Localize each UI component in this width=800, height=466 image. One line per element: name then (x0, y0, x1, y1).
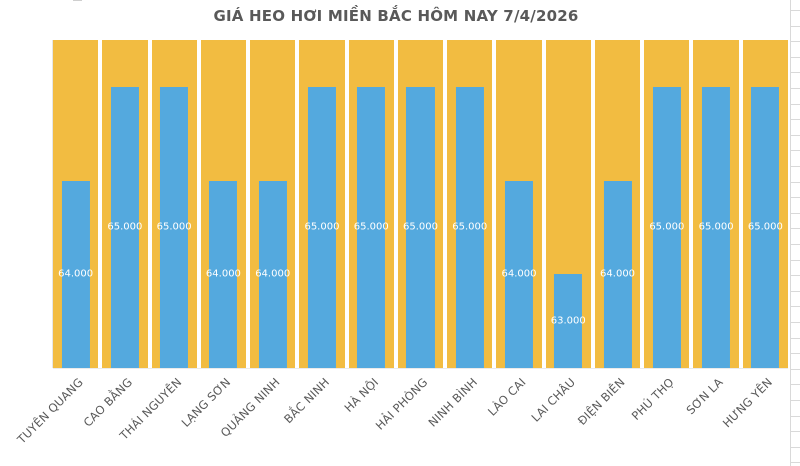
data-label: 65.000 (304, 221, 340, 233)
worksheet-row-gridline (791, 212, 800, 214)
category-column: 65.000 (299, 40, 345, 368)
worksheet-row-gridline (791, 41, 800, 43)
data-label: 65.000 (698, 221, 734, 233)
plot-area-left-border (52, 40, 53, 368)
category-column: 65.000 (348, 40, 394, 368)
worksheet-row-gridline (791, 181, 800, 183)
data-label: 65.000 (156, 221, 192, 233)
category-column: 65.000 (644, 40, 690, 368)
worksheet-row-gridline (791, 228, 800, 230)
value-bar: 63.000 (551, 274, 586, 368)
data-label: 64.000 (600, 268, 636, 280)
x-axis-label: PHÚ THỌ (628, 375, 677, 423)
data-label: 65.000 (747, 221, 783, 233)
worksheet-row-gridline (791, 103, 800, 105)
category-column: 65.000 (102, 40, 148, 368)
x-axis-label: HẢI PHÒNG (372, 375, 431, 433)
category-column: 65.000 (447, 40, 493, 368)
category-column: 65.000 (742, 40, 788, 368)
chart-title: GIÁ HEO HƠI MIỀN BẮC HÔM NAY 7/4/2026 (213, 7, 579, 25)
x-axis-label: TUYÊN QUANG (14, 375, 86, 447)
plot-area: 64.000 65.000 65.000 64.000 64.000 65.000 65.0… (53, 40, 788, 368)
value-bar: 64.000 (600, 180, 635, 368)
worksheet-row-gridline (791, 25, 800, 27)
x-axis-label: SƠN LA (683, 375, 726, 418)
value-bar: 65.000 (748, 86, 783, 368)
x-axis-line (53, 368, 788, 369)
worksheet-row-gridline (791, 275, 800, 277)
worksheet-row-gridline (791, 150, 800, 152)
x-axis-label: HÀ NỘI (341, 375, 382, 415)
category-column: 65.000 (151, 40, 197, 368)
x-axis-label: LÀO CAI (485, 375, 529, 419)
data-label: 65.000 (353, 221, 389, 233)
worksheet-row-gridline (791, 290, 800, 292)
category-column: 63.000 (545, 40, 591, 368)
value-bar: 65.000 (304, 86, 339, 368)
worksheet-row-gridline (791, 166, 800, 167)
x-axis-label: HƯNG YÊN (720, 375, 776, 431)
category-column: 64.000 (594, 40, 641, 368)
data-label: 65.000 (107, 221, 143, 233)
value-bar: 64.000 (502, 180, 537, 368)
value-bar: 65.000 (107, 86, 142, 368)
category-column: 64.000 (53, 40, 99, 368)
x-axis-label: ĐIỆN BIÊN (574, 375, 628, 428)
worksheet-row-gridline (791, 306, 800, 308)
data-label: 64.000 (501, 268, 537, 280)
x-axis-label: BẮC NINH (280, 375, 332, 427)
x-axis-label: LAI CHÂU (528, 375, 579, 425)
worksheet-row-gridline (791, 244, 800, 245)
worksheet-row-gridline (791, 353, 800, 355)
worksheet-row-gridline (791, 10, 800, 11)
value-bar: 65.000 (354, 86, 389, 368)
data-label: 64.000 (255, 268, 291, 280)
value-bar: 65.000 (649, 86, 684, 368)
worksheet-row-gridline (791, 415, 800, 417)
x-axis-label: NINH BÌNH (425, 375, 480, 430)
worksheet-row-gridline (791, 134, 800, 136)
worksheet-row-gridline (791, 72, 800, 74)
worksheet-row-gridline (791, 322, 800, 323)
worksheet-row-gridline (791, 368, 800, 370)
worksheet-row-gridline (791, 259, 800, 261)
category-column: 64.000 (200, 40, 247, 368)
worksheet-row-gridline (791, 462, 800, 464)
value-bar: 65.000 (452, 86, 487, 368)
value-bar: 65.000 (157, 86, 192, 368)
value-bar: 64.000 (255, 180, 290, 368)
data-label: 63.000 (550, 315, 586, 327)
worksheet-row-gridline (791, 384, 800, 386)
value-bar: 65.000 (403, 86, 438, 368)
worksheet-row-gridline (791, 197, 800, 199)
data-label: 65.000 (452, 221, 488, 233)
category-column: 65.000 (397, 40, 444, 368)
data-label: 65.000 (402, 221, 438, 233)
data-label: 64.000 (205, 268, 241, 280)
worksheet-row-gridline (791, 446, 800, 448)
worksheet-cell-border-stub (73, 0, 82, 1)
worksheet-row-gridline (791, 88, 800, 89)
worksheet-row-gridline (791, 400, 800, 401)
data-label: 64.000 (58, 268, 94, 280)
value-bar: 65.000 (699, 86, 734, 368)
worksheet-row-gridline (791, 431, 800, 433)
worksheet-row-gridline (791, 337, 800, 339)
worksheet-row-gridline (791, 119, 800, 121)
data-label: 65.000 (649, 221, 685, 233)
category-column: 64.000 (250, 40, 296, 368)
value-bar: 64.000 (206, 180, 241, 368)
category-column: 64.000 (496, 40, 542, 368)
category-column: 65.000 (693, 40, 739, 368)
worksheet-row-gridline (791, 56, 800, 58)
value-bar: 64.000 (58, 180, 93, 368)
worksheet-column-gridline (790, 0, 791, 466)
